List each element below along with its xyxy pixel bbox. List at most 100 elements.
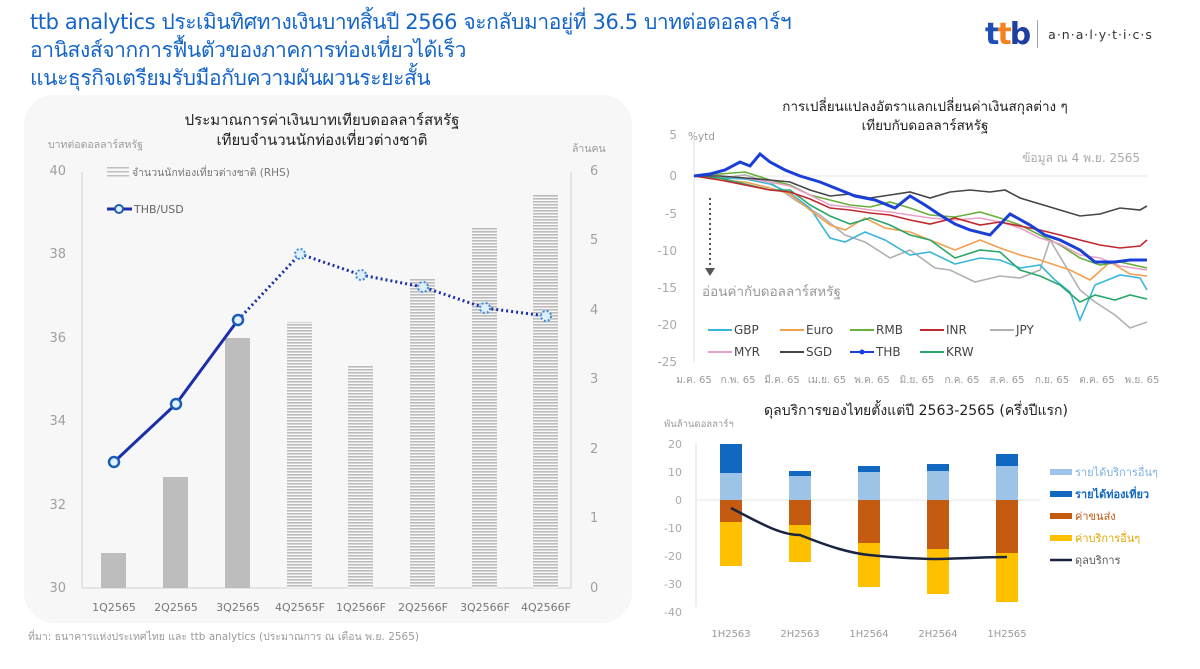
svg-text:-30: -30 bbox=[664, 578, 682, 591]
headline-line-1: ttb analytics ประเมินทิศทางเงินบาทสิ้นปี… bbox=[30, 10, 792, 34]
chart3-y-label: พันล้านดอลลาร์ฯ bbox=[664, 418, 734, 430]
svg-text:4Q2566F: 4Q2566F bbox=[521, 601, 571, 614]
logo-divider bbox=[1037, 20, 1039, 48]
chart1-x-labels: 1Q2565 2Q2565 3Q2565 4Q2565F 1Q2566F 2Q2… bbox=[92, 601, 571, 614]
svg-text:INR: INR bbox=[946, 323, 967, 337]
chart1-y2-label: ล้านคน bbox=[572, 143, 606, 155]
line-jpy bbox=[693, 174, 1148, 329]
svg-text:3Q2566F: 3Q2566F bbox=[460, 601, 510, 614]
svg-text:มิ.ย. 65: มิ.ย. 65 bbox=[900, 375, 935, 386]
thb-point bbox=[107, 455, 121, 469]
svg-text:34: 34 bbox=[49, 414, 66, 429]
svg-text:5: 5 bbox=[669, 128, 677, 142]
chart2-y-label: %ytd bbox=[688, 131, 715, 143]
thb-point bbox=[540, 310, 552, 322]
svg-text:6: 6 bbox=[590, 164, 598, 179]
svg-text:2H2564: 2H2564 bbox=[918, 629, 957, 640]
thb-tourist-chart: ประมาณการค่าเงินบาทเทียบดอลลาร์สหรัฐ เที… bbox=[48, 111, 606, 614]
svg-text:4: 4 bbox=[590, 303, 598, 318]
ttb-analytics-logo: ttb a·n·a·l·y·t·i·c·s bbox=[985, 14, 1153, 54]
chart3-x-labels: 1H2563 2H2563 1H2564 2H2564 1H2565 bbox=[711, 629, 1026, 640]
bar-3Q2566F bbox=[472, 227, 497, 588]
chart1-left-axis-ticks: 30 32 34 36 38 40 bbox=[49, 164, 66, 596]
svg-text:30: 30 bbox=[49, 581, 66, 596]
chart3-legend: รายได้บริการอื่นๆ รายได้ท่องเที่ยว ค่าขน… bbox=[1050, 464, 1158, 567]
headline-line-3: แนะธุรกิจเตรียมรับมือกับความผันผวนระยะสั… bbox=[30, 66, 431, 90]
thb-point bbox=[355, 269, 367, 281]
services-balance-chart: ดุลบริการของไทยตั้งแต่ปี 2563-2565 (ครึ่… bbox=[664, 400, 1158, 640]
chart1-y-label: บาทต่อดอลลาร์สหรัฐ bbox=[48, 138, 143, 151]
svg-text:2Q2565: 2Q2565 bbox=[154, 601, 198, 614]
svg-text:2Q2566F: 2Q2566F bbox=[398, 601, 448, 614]
svg-text:Euro: Euro bbox=[806, 323, 833, 337]
svg-text:2H2563: 2H2563 bbox=[780, 629, 819, 640]
svg-text:1: 1 bbox=[590, 511, 598, 526]
svg-text:20: 20 bbox=[668, 438, 682, 451]
bar-2Q2565 bbox=[163, 477, 188, 588]
thb-point bbox=[231, 313, 245, 327]
svg-text:รายได้บริการอื่นๆ: รายได้บริการอื่นๆ bbox=[1075, 464, 1158, 479]
svg-text:ก.พ. 65: ก.พ. 65 bbox=[721, 375, 756, 386]
chart2-y-ticks: 5 0 -5 -10 -15 -20 -25 bbox=[657, 128, 677, 369]
svg-text:-20: -20 bbox=[657, 318, 677, 332]
thb-point bbox=[479, 302, 491, 314]
ttb-logo-mark: ttb bbox=[985, 16, 1031, 52]
svg-text:36: 36 bbox=[49, 331, 66, 346]
svg-text:3Q2565: 3Q2565 bbox=[216, 601, 260, 614]
headline: ttb analytics ประเมินทิศทางเงินบาทสิ้นปี… bbox=[30, 8, 970, 92]
services-balance-line bbox=[730, 506, 1008, 561]
line-krw bbox=[693, 175, 1148, 303]
svg-text:ส.ค. 65: ส.ค. 65 bbox=[989, 375, 1024, 386]
svg-text:KRW: KRW bbox=[946, 345, 974, 359]
chart2-date-note: ข้อมูล ณ 4 พ.ย. 2565 bbox=[1022, 151, 1140, 166]
source-note: ที่มา: ธนาคารแห่งประเทศไทย และ ttb analy… bbox=[28, 631, 420, 643]
chart2-x-labels: ม.ค. 65 ก.พ. 65 มี.ค. 65 เม.ย. 65 พ.ค. 6… bbox=[676, 374, 1159, 386]
svg-text:ค่าบริการอื่นๆ: ค่าบริการอื่นๆ bbox=[1075, 530, 1140, 545]
svg-text:-15: -15 bbox=[657, 281, 677, 295]
svg-text:GBP: GBP bbox=[734, 323, 759, 337]
svg-text:32: 32 bbox=[49, 498, 66, 513]
line-rmb bbox=[693, 171, 1148, 269]
currency-lines bbox=[693, 151, 1148, 329]
svg-text:-40: -40 bbox=[664, 606, 682, 619]
svg-text:SGD: SGD bbox=[806, 345, 832, 359]
svg-text:4Q2565F: 4Q2565F bbox=[275, 601, 325, 614]
svg-text:ต.ค. 65: ต.ค. 65 bbox=[1079, 375, 1114, 386]
svg-text:5: 5 bbox=[590, 233, 598, 248]
svg-text:0: 0 bbox=[590, 581, 598, 596]
chart2-title-line1: การเปลี่ยนแปลงอัตราแลกเปลี่ยนค่าเงินสกุล… bbox=[782, 97, 1067, 115]
thb-point bbox=[417, 281, 429, 293]
svg-text:1H2563: 1H2563 bbox=[711, 629, 750, 640]
stacked-bars bbox=[720, 444, 1018, 602]
chart2-weaken-note: อ่อนค่ากับดอลลาร์สหรัฐ bbox=[702, 283, 841, 300]
svg-text:2: 2 bbox=[590, 442, 598, 457]
svg-text:เม.ย. 65: เม.ย. 65 bbox=[808, 375, 846, 386]
svg-text:1H2565: 1H2565 bbox=[987, 629, 1026, 640]
logo-wordmark: a·n·a·l·y·t·i·c·s bbox=[1048, 26, 1153, 42]
svg-text:ม.ค. 65: ม.ค. 65 bbox=[676, 375, 712, 386]
svg-text:มี.ค. 65: มี.ค. 65 bbox=[764, 374, 800, 386]
svg-text:ค่าขนส่ง: ค่าขนส่ง bbox=[1075, 510, 1116, 523]
svg-text:MYR: MYR bbox=[734, 345, 760, 359]
svg-text:3: 3 bbox=[590, 372, 598, 387]
svg-text:RMB: RMB bbox=[876, 323, 903, 337]
bar-1Q2566F bbox=[348, 365, 373, 588]
chart1-title-line2: เทียบจำนวนนักท่องเที่ยวต่างชาติ bbox=[216, 129, 427, 149]
line-myr bbox=[694, 175, 1148, 271]
svg-text:พ.ย. 65: พ.ย. 65 bbox=[1125, 375, 1160, 386]
svg-text:1Q2565: 1Q2565 bbox=[92, 601, 136, 614]
svg-text:ก.ย. 65: ก.ย. 65 bbox=[1035, 375, 1069, 386]
line-sgd bbox=[694, 175, 1148, 217]
svg-text:-10: -10 bbox=[657, 244, 677, 258]
headline-line-2: อานิสงส์จากการฟื้นตัวของภาคการท่องเที่ยว… bbox=[30, 38, 467, 62]
svg-text:1Q2566F: 1Q2566F bbox=[336, 601, 386, 614]
svg-text:รายได้ท่องเที่ยว: รายได้ท่องเที่ยว bbox=[1075, 486, 1149, 501]
svg-text:THB/USD: THB/USD bbox=[133, 203, 184, 216]
svg-text:38: 38 bbox=[49, 247, 66, 262]
chart2-title-line2: เทียบกับดอลลาร์สหรัฐ bbox=[862, 117, 989, 134]
svg-text:40: 40 bbox=[49, 164, 66, 179]
tourist-bars bbox=[101, 195, 558, 588]
svg-text:ก.ค. 65: ก.ค. 65 bbox=[944, 375, 979, 386]
chart1-right-axis-ticks: 0 1 2 3 4 5 6 bbox=[590, 164, 598, 596]
chart2-legend: GBP Euro RMB INR JPY MYR SGD THB KRW bbox=[708, 323, 1035, 359]
